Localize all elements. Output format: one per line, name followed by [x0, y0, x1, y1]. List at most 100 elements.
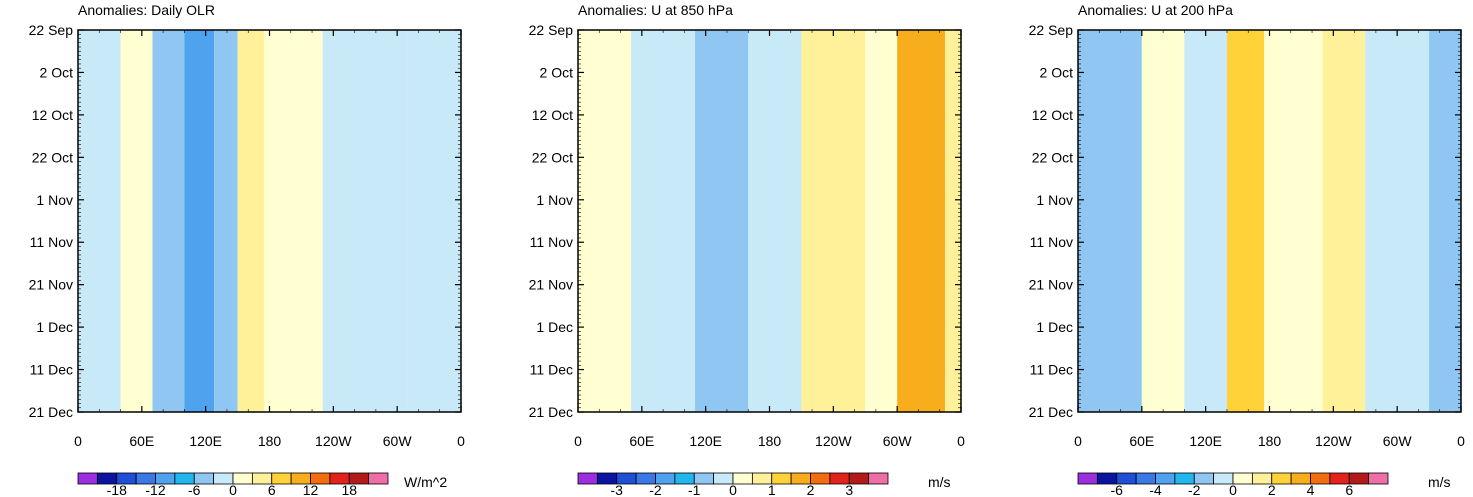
x-tick-label: 60E [1129, 433, 1154, 449]
anomaly-band [120, 30, 153, 412]
colorbar-label: -6 [1111, 482, 1124, 497]
anomaly-band [578, 30, 632, 412]
x-tick-label: 0 [574, 433, 582, 449]
x-tick-label: 180 [1258, 433, 1282, 449]
colorbar-label: -4 [1149, 482, 1162, 497]
anomaly-band [322, 30, 408, 412]
anomaly-band [695, 30, 749, 412]
colorbar-swatch [368, 472, 389, 485]
y-tick-label: 1 Nov [36, 192, 73, 208]
y-tick-label: 2 Oct [1040, 64, 1074, 80]
colorbar-label: -2 [1188, 482, 1201, 497]
y-tick-label: 12 Oct [1032, 107, 1073, 123]
x-tick-label: 60E [629, 433, 654, 449]
anomaly-band [1365, 30, 1430, 412]
x-tick-label: 120E [189, 433, 222, 449]
y-tick-label: 22 Oct [32, 149, 73, 165]
anomaly-band [1141, 30, 1185, 412]
anomaly-band [945, 30, 961, 412]
y-tick-label: 21 Nov [1029, 277, 1073, 293]
y-tick-label: 11 Nov [1030, 234, 1073, 250]
x-tick-label: 0 [1074, 433, 1082, 449]
anomaly-band [1322, 30, 1366, 412]
anomaly-band [214, 30, 238, 412]
anomaly-band [897, 30, 946, 412]
anomaly-band [1226, 30, 1265, 412]
colorbar-label: -1 [688, 482, 701, 497]
x-tick-label: 120E [689, 433, 722, 449]
panel-title: Anomalies: U at 850 hPa [578, 2, 733, 18]
colorbar-swatch [77, 472, 98, 485]
colorbar-units: m/s [1428, 474, 1451, 490]
x-tick-label: 0 [1457, 433, 1465, 449]
colorbar-label: 2 [807, 482, 815, 497]
y-tick-label: 2 Oct [40, 64, 74, 80]
y-tick-label: 22 Sep [29, 22, 74, 38]
y-tick-label: 2 Oct [540, 64, 574, 80]
x-tick-label: 60W [383, 433, 413, 449]
x-tick-label: 0 [957, 433, 965, 449]
anomaly-band [407, 30, 461, 412]
colorbar-swatch [1368, 472, 1389, 485]
y-tick-label: 11 Dec [30, 362, 73, 378]
anomaly-band [748, 30, 802, 412]
colorbar-swatch [1077, 472, 1098, 485]
colorbar-label: -12 [145, 482, 165, 497]
colorbar-label: -2 [649, 482, 662, 497]
colorbar-label: 0 [229, 482, 237, 497]
colorbar-label: 0 [729, 482, 737, 497]
colorbar-swatch [868, 472, 889, 485]
y-tick-label: 1 Dec [36, 319, 73, 335]
x-tick-label: 120W [815, 433, 852, 449]
y-tick-label: 21 Dec [1029, 404, 1073, 420]
x-tick-label: 0 [74, 433, 82, 449]
panel-title: Anomalies: U at 200 hPa [1078, 2, 1233, 18]
y-tick-label: 1 Dec [536, 319, 573, 335]
colorbar-label: 0 [1229, 482, 1237, 497]
colorbar-label: 3 [845, 482, 853, 497]
colorbar-swatch [577, 472, 598, 485]
anomaly-band [1078, 30, 1142, 412]
colorbar-label: 18 [341, 482, 357, 497]
x-tick-label: 120E [1189, 433, 1222, 449]
colorbar-label: 2 [1268, 482, 1276, 497]
colorbar-label: 6 [1345, 482, 1353, 497]
anomaly-band [1184, 30, 1227, 412]
y-tick-label: 11 Nov [530, 234, 573, 250]
anomaly-band [801, 30, 866, 412]
x-tick-label: 0 [457, 433, 465, 449]
y-tick-label: 22 Oct [532, 149, 573, 165]
x-tick-label: 120W [315, 433, 352, 449]
colorbar-label: 12 [303, 482, 319, 497]
y-tick-label: 1 Nov [1036, 192, 1073, 208]
anomaly-band [1264, 30, 1323, 412]
y-tick-label: 11 Dec [1030, 362, 1073, 378]
x-tick-label: 60W [883, 433, 913, 449]
y-tick-label: 21 Nov [529, 277, 573, 293]
y-tick-label: 11 Dec [530, 362, 573, 378]
anomaly-band [78, 30, 121, 412]
anomaly-band [631, 30, 696, 412]
y-tick-label: 22 Sep [529, 22, 574, 38]
colorbar-units: W/m^2 [404, 474, 447, 490]
x-tick-label: 120W [1315, 433, 1352, 449]
y-tick-label: 11 Nov [30, 234, 73, 250]
colorbar-label: -6 [188, 482, 201, 497]
anomaly-band [865, 30, 898, 412]
x-tick-label: 180 [258, 433, 282, 449]
y-tick-label: 12 Oct [532, 107, 573, 123]
anomaly-band [264, 30, 323, 412]
anomaly-band [1429, 30, 1461, 412]
anomaly-band [184, 30, 215, 412]
panel-title: Anomalies: Daily OLR [78, 2, 215, 18]
anomaly-band [152, 30, 185, 412]
x-tick-label: 60W [1383, 433, 1413, 449]
y-tick-label: 21 Nov [29, 277, 73, 293]
colorbar-label: 1 [768, 482, 776, 497]
colorbar-label: 4 [1307, 482, 1315, 497]
y-tick-label: 21 Dec [529, 404, 573, 420]
y-tick-label: 1 Dec [1036, 319, 1073, 335]
y-tick-label: 12 Oct [32, 107, 73, 123]
y-tick-label: 22 Oct [1032, 149, 1073, 165]
